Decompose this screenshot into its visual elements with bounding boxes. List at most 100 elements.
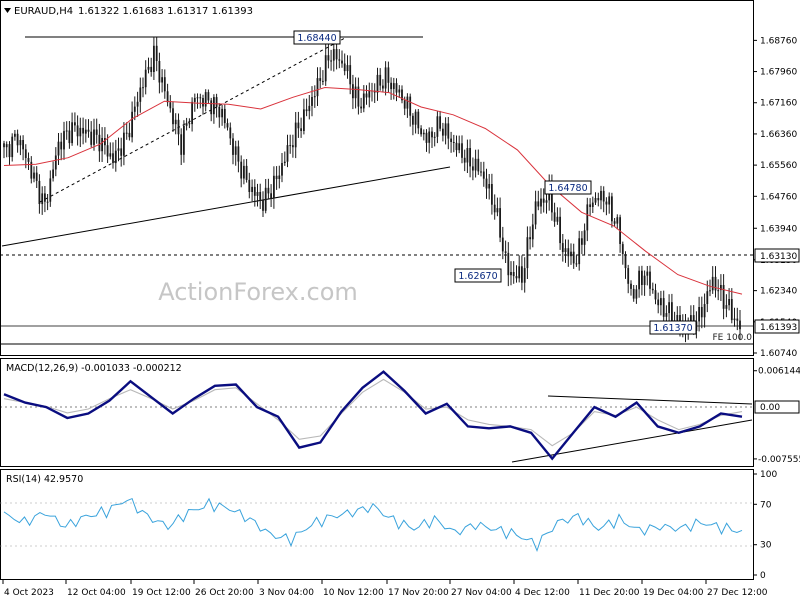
candle-body	[406, 96, 409, 109]
candle-body	[561, 243, 564, 253]
macd-upper-trendline	[547, 395, 753, 405]
candle-body	[657, 299, 660, 306]
rsi-title: RSI(14) 42.9570	[6, 474, 83, 485]
watermark: ActionForex.com	[158, 278, 358, 306]
macd-pane-frame	[0, 358, 754, 467]
candle-body	[515, 276, 518, 279]
candle-body	[526, 237, 529, 269]
candle-body	[46, 201, 49, 203]
price-label-high-text: 1.68440	[297, 33, 336, 44]
candle-body	[354, 86, 357, 99]
candle-body	[199, 97, 202, 99]
candle-body	[567, 248, 570, 257]
candle-body	[313, 96, 316, 98]
candle-body	[512, 272, 515, 277]
candle-body	[474, 158, 477, 171]
rsi-axis-ticks: 100 70 30 0	[753, 470, 777, 581]
candle-body	[5, 144, 8, 148]
candle-body	[368, 90, 371, 98]
candle-body	[218, 106, 221, 118]
candle-body	[728, 299, 730, 306]
candle-body	[144, 69, 147, 88]
candle-body	[169, 102, 172, 109]
candle-body	[518, 266, 521, 279]
menu-triangle-icon[interactable]	[4, 8, 11, 13]
candle-body	[248, 179, 251, 192]
candle-body	[65, 130, 68, 132]
candle-body	[605, 201, 608, 205]
candle-body	[289, 145, 292, 147]
candle-body	[564, 248, 567, 253]
candle-body	[711, 276, 714, 291]
candle-body	[52, 169, 54, 179]
candle-body	[221, 108, 223, 118]
time-tick-label: 26 Oct 20:00	[195, 588, 254, 598]
time-tick-label: 19 Dec 04:00	[643, 588, 704, 598]
candle-body	[352, 84, 354, 99]
candle-body	[142, 87, 144, 89]
candle-body	[384, 67, 387, 89]
dashed-trendline	[39, 37, 346, 203]
candle-body	[283, 161, 286, 163]
candle-body	[417, 111, 420, 129]
candle-body	[229, 127, 232, 139]
candle-body	[392, 83, 395, 89]
macd-lower-trendline	[511, 419, 753, 463]
candle-body	[559, 216, 561, 244]
candle-body	[117, 148, 120, 151]
macd-title: MACD(12,26,9) -0.001033 -0.000212	[6, 363, 182, 374]
candle-body	[703, 304, 706, 318]
time-tick-label: 12 Oct 04:00	[67, 588, 126, 598]
candle-body	[507, 252, 510, 276]
macd-pane: MACD(12,26,9) -0.001033 -0.000212 0.0061…	[0, 363, 800, 465]
candle-body	[316, 78, 319, 97]
candle-body	[193, 97, 196, 102]
candle-body	[188, 123, 191, 125]
candle-body	[49, 178, 52, 202]
candle-body	[128, 132, 131, 138]
candle-body	[90, 131, 93, 145]
candle-body	[398, 89, 401, 93]
price-pane: 1.68440 1.64780 1.62670 1.61370 FE 100.0	[0, 30, 753, 345]
candle-body	[730, 299, 733, 321]
pane-frames	[0, 0, 754, 580]
price-pane-frame	[0, 0, 754, 356]
level-tag	[754, 248, 800, 263]
macd-tick-label: 0.006144	[758, 367, 800, 377]
candle-body	[725, 305, 728, 309]
candle-body	[395, 83, 398, 93]
candle-body	[720, 285, 722, 291]
candle-body	[442, 128, 444, 136]
candle-body	[180, 134, 183, 155]
candle-body	[365, 93, 368, 98]
candle-body	[739, 320, 741, 330]
price-label-swing: 1.64780	[544, 180, 592, 195]
candle-body	[24, 149, 27, 158]
price-tick-label: 1.60740	[760, 349, 797, 359]
candle-body	[466, 148, 469, 163]
candle-body	[706, 291, 709, 304]
candle-body	[537, 201, 540, 207]
candle-body	[133, 106, 136, 112]
current-price-tag	[754, 319, 800, 334]
candle-body	[79, 127, 82, 137]
candle-body	[572, 251, 575, 264]
candle-body	[54, 155, 57, 170]
candle-body	[480, 171, 482, 173]
candle-body	[16, 133, 19, 146]
candle-body	[491, 184, 493, 205]
candle-body	[177, 119, 180, 135]
price-labels: 1.68440 1.64780 1.62670 1.61370	[293, 30, 697, 335]
candle-body	[613, 221, 616, 224]
time-tick-label: 3 Nov 04:00	[259, 588, 314, 598]
candle-body	[166, 91, 169, 103]
candle-body	[717, 290, 720, 292]
price-tick-label: 1.64760	[760, 192, 797, 202]
candle-body	[439, 116, 441, 129]
candle-body	[95, 129, 98, 135]
candle-body	[305, 109, 308, 112]
candle-body	[332, 49, 335, 61]
candle-body	[450, 138, 452, 142]
candle-body	[161, 77, 163, 83]
